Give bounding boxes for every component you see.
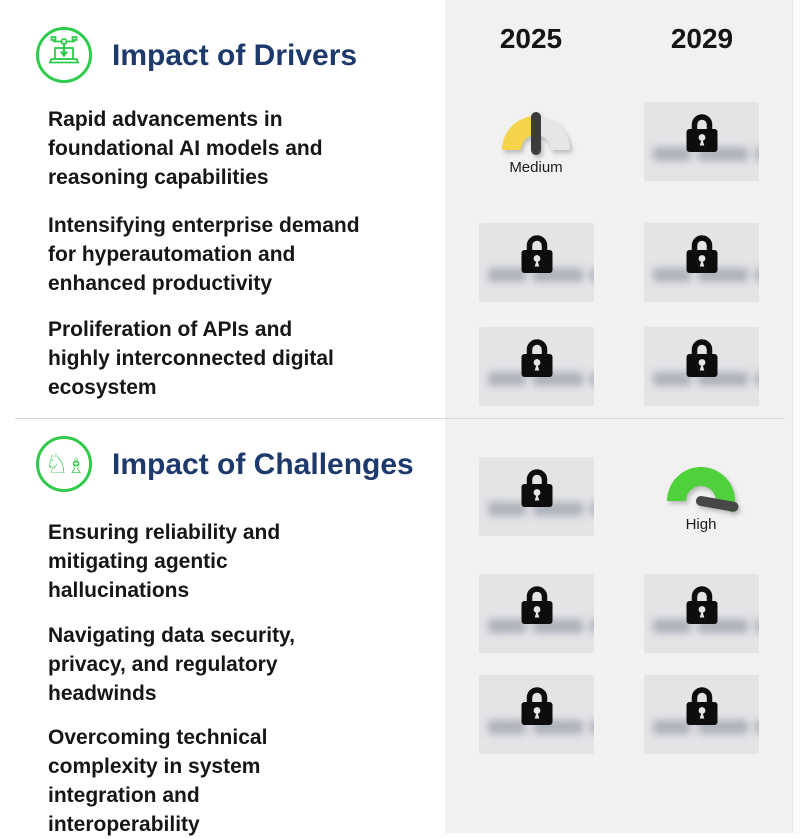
locked-cell-challenges-row2-2029[interactable]: [644, 574, 759, 653]
column-header-2025: 2025: [499, 23, 563, 54]
locked-cell-drivers-row2-2025[interactable]: [479, 223, 594, 302]
challenge-row-label-1: Ensuring reliability and mitigating agen…: [48, 521, 281, 602]
gauge-track-arc: [536, 116, 570, 150]
gauge-level-label: High: [685, 516, 717, 533]
locked-cell-drivers-row3-2025[interactable]: [479, 327, 594, 406]
driver-row-label-2: Intensifying enterprise demand for hyper…: [48, 214, 360, 295]
gauge-high-challenges-row1-2029: High: [659, 451, 749, 533]
gauge-yellow-arc: [502, 116, 536, 150]
locked-cell-challenges-row1-2025[interactable]: [479, 457, 594, 536]
challenges-section-title: Impact of Challenges: [112, 448, 414, 481]
driver-row-label-3: Proliferation of APIs and highly interco…: [48, 318, 334, 399]
lock-icon: [519, 335, 555, 379]
drivers-section-title: Impact of Drivers: [112, 39, 358, 72]
lock-icon: [519, 465, 555, 509]
blurred-value-text: [653, 720, 759, 734]
lock-icon: [684, 110, 720, 154]
lock-icon: [684, 582, 720, 626]
lock-icon: [684, 683, 720, 727]
gauge-medium-drivers-row1-2025: Medium: [494, 100, 578, 176]
gauge-needle: [696, 496, 739, 512]
challenge-row-label-3: Overcoming technical complexity in syste…: [48, 726, 268, 836]
lock-icon: [684, 231, 720, 275]
lock-icon: [684, 335, 720, 379]
locked-cell-challenges-row3-2025[interactable]: [479, 675, 594, 754]
lock-icon: [519, 683, 555, 727]
section-divider: [15, 418, 785, 419]
lock-icon: [519, 231, 555, 275]
blurred-value-text: [653, 619, 759, 633]
locked-cell-challenges-row3-2029[interactable]: [644, 675, 759, 754]
lock-icon: [519, 582, 555, 626]
chess-pieces-icon: ♘♗: [44, 448, 85, 480]
gauge-needle: [531, 112, 541, 155]
locked-cell-drivers-row1-2029[interactable]: [644, 102, 759, 181]
challenges-section-icon: ♘♗: [36, 436, 92, 492]
locked-cell-challenges-row2-2025[interactable]: [479, 574, 594, 653]
locked-cell-drivers-row3-2029[interactable]: [644, 327, 759, 406]
drivers-section-icon: [36, 27, 92, 83]
locked-cell-drivers-row2-2029[interactable]: [644, 223, 759, 302]
driver-row-label-1: Rapid advancements in foundational AI mo…: [48, 108, 323, 189]
column-header-2029: 2029: [670, 23, 734, 54]
page-right-edge: [792, 0, 800, 833]
challenge-row-label-2: Navigating data security, privacy, and r…: [48, 624, 296, 705]
laptop-circuit-icon: [46, 35, 82, 76]
gauge-level-label: Medium: [509, 159, 563, 176]
